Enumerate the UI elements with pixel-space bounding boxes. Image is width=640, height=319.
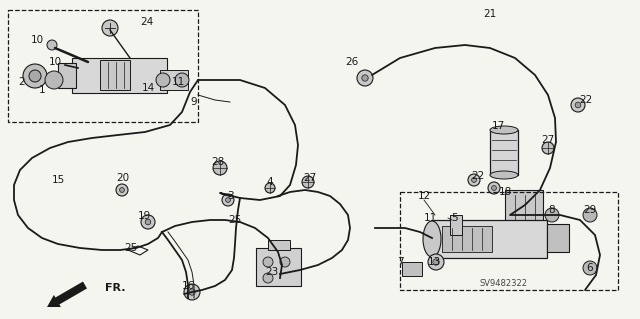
Bar [72,58,167,93]
Circle shape [263,273,273,283]
Circle shape [488,182,500,194]
Text: 23: 23 [266,267,278,277]
Bar [432,220,547,258]
Circle shape [47,40,57,50]
Text: 25: 25 [124,243,138,253]
Circle shape [156,73,170,87]
Ellipse shape [490,171,518,179]
Circle shape [545,208,559,222]
Text: 28: 28 [211,157,225,167]
Text: 15: 15 [51,175,65,185]
Bar [402,262,422,276]
Text: 13: 13 [428,257,440,267]
Bar [100,60,130,90]
Text: 4: 4 [267,177,273,187]
Bar [160,70,188,90]
Text: 12: 12 [417,191,431,201]
Text: 3: 3 [227,191,234,201]
Circle shape [362,75,368,81]
Bar [400,192,618,290]
Text: 29: 29 [584,205,596,215]
Circle shape [433,259,439,265]
Text: 27: 27 [541,135,555,145]
Circle shape [120,188,124,192]
Text: 25: 25 [228,215,242,225]
Text: 11: 11 [172,77,184,87]
Circle shape [583,261,597,275]
Text: 18: 18 [499,187,511,197]
Text: 20: 20 [116,173,129,183]
Bar [256,248,301,286]
Circle shape [263,257,273,267]
Text: 17: 17 [492,121,504,131]
Ellipse shape [423,221,441,257]
Circle shape [23,64,47,88]
Circle shape [45,71,63,89]
Bar [8,10,198,122]
Circle shape [184,284,200,300]
Circle shape [571,98,585,112]
Bar [505,190,543,225]
Circle shape [472,178,476,182]
Circle shape [428,254,444,270]
Text: 1: 1 [38,85,45,95]
Text: 11: 11 [424,213,436,223]
Text: FR.: FR. [105,283,125,293]
Text: 22: 22 [579,95,593,105]
Circle shape [280,257,290,267]
Circle shape [492,186,497,190]
Text: 21: 21 [483,9,497,19]
Circle shape [575,102,581,108]
Circle shape [265,183,275,193]
Circle shape [116,184,128,196]
Circle shape [102,20,118,36]
Circle shape [213,161,227,175]
Text: 9: 9 [191,97,197,107]
Bar [58,63,76,88]
Bar [547,224,569,252]
Circle shape [542,142,554,154]
Circle shape [175,73,189,87]
Circle shape [357,70,373,86]
Circle shape [29,70,41,82]
Text: 8: 8 [548,205,556,215]
Bar [442,226,492,252]
Text: 2: 2 [19,77,26,87]
Circle shape [141,215,155,229]
Circle shape [583,208,597,222]
Circle shape [226,197,230,202]
Text: 19: 19 [138,211,150,221]
Circle shape [302,176,314,188]
FancyArrow shape [47,282,87,307]
Circle shape [189,289,195,295]
Text: SV9482322: SV9482322 [480,279,528,288]
Text: 5: 5 [451,213,458,223]
Text: 24: 24 [140,17,154,27]
Text: 6: 6 [587,263,593,273]
Text: 26: 26 [346,57,358,67]
Ellipse shape [490,126,518,134]
Text: 22: 22 [472,171,484,181]
Circle shape [145,219,151,225]
Text: 7: 7 [397,257,403,267]
Circle shape [468,174,480,186]
Text: 10: 10 [31,35,44,45]
Text: 27: 27 [303,173,317,183]
Bar [268,240,290,250]
Bar [490,130,518,175]
Bar [450,215,462,235]
Text: 14: 14 [141,83,155,93]
Text: 10: 10 [49,57,61,67]
Text: 16: 16 [181,281,195,291]
Circle shape [222,194,234,206]
